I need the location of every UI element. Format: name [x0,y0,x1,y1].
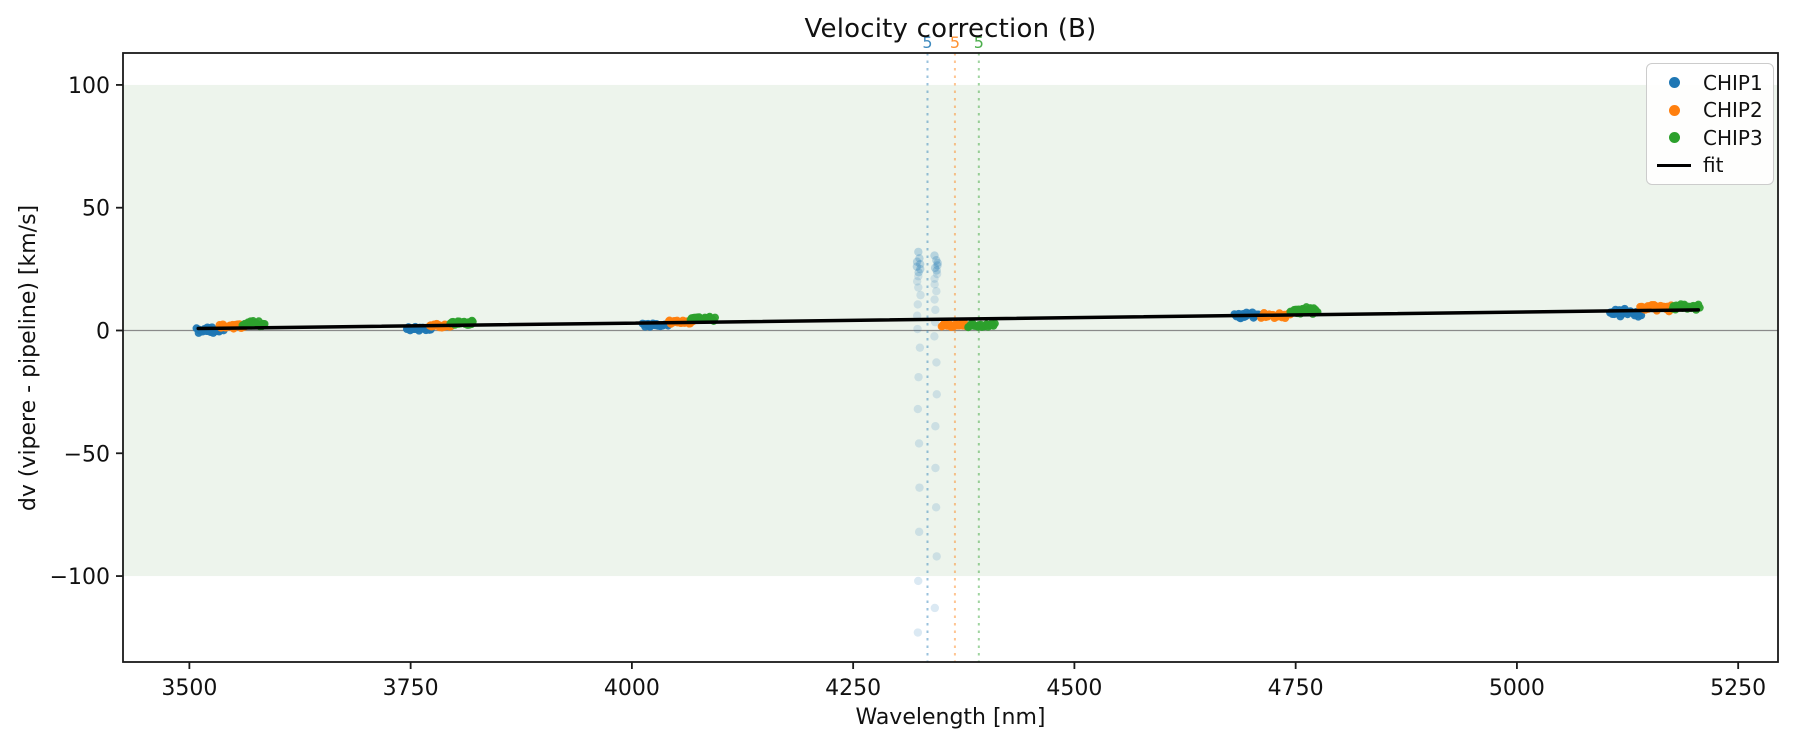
legend-item-chip2: CHIP2 [1653,98,1767,122]
x-axis-label: Wavelength [nm] [855,705,1046,730]
chart-title: Velocity correction (B) [804,14,1097,44]
legend-swatch-box [1653,163,1695,167]
x-tick-label: 5250 [1710,676,1766,701]
y-axis-ticks: 100 50 0 −50 −100 [50,74,123,590]
x-tick-label: 4000 [604,676,660,701]
x-tick-label: 4500 [1046,676,1102,701]
legend: CHIP1 CHIP2 CHIP3 fit [1646,63,1774,185]
axes-spines [122,52,1779,663]
x-tick-label: 3750 [383,676,439,701]
chip3-marker-icon [1668,132,1680,144]
x-tick-label: 3500 [161,676,217,701]
legend-swatch-box [1653,132,1695,144]
y-tick-label: −50 [64,442,110,467]
legend-label-chip1: CHIP1 [1703,70,1763,95]
spectral-line-marker-4392: 5 [974,33,984,662]
chip1-marker-icon [1668,77,1680,89]
chip2-marker-icon [1668,104,1680,116]
legend-label-fit: fit [1703,153,1724,178]
y-tick-label: 100 [68,74,110,99]
legend-item-chip3: CHIP3 [1653,126,1767,150]
spectral-line-marker-4334: 5 [922,33,933,662]
legend-swatch-box [1653,104,1695,116]
cluster-chip3-4066 [686,312,719,325]
x-tick-label: 4750 [1268,676,1324,701]
y-axis-label: dv (vipere - pipeline) [km/s] [16,204,41,512]
fit-line-icon [1657,163,1691,167]
spectral-line-marker-4365: 5 [950,33,960,662]
chip1-outlier-streak [912,247,942,637]
cluster-chip3-4379 [964,318,999,332]
y-tick-label: 0 [96,319,110,344]
legend-label-chip3: CHIP3 [1703,125,1763,150]
legend-item-chip1: CHIP1 [1653,71,1767,95]
spectral-line-count-label: 5 [922,33,932,52]
fit-line [196,308,1701,331]
cluster-chip2-4349 [937,318,971,332]
legend-label-chip2: CHIP2 [1703,98,1763,123]
spectral-line-count-label: 5 [974,33,984,52]
x-tick-label: 5000 [1489,676,1545,701]
x-axis-ticks: 3500 3750 4000 4250 4500 4750 5000 5250 [161,662,1766,701]
spectral-line-count-label: 5 [950,33,960,52]
legend-swatch-box [1653,77,1695,89]
x-tick-label: 4250 [825,676,881,701]
legend-item-fit: fit [1653,153,1767,177]
y-tick-label: −100 [50,565,110,590]
y-tick-label: 50 [82,197,110,222]
